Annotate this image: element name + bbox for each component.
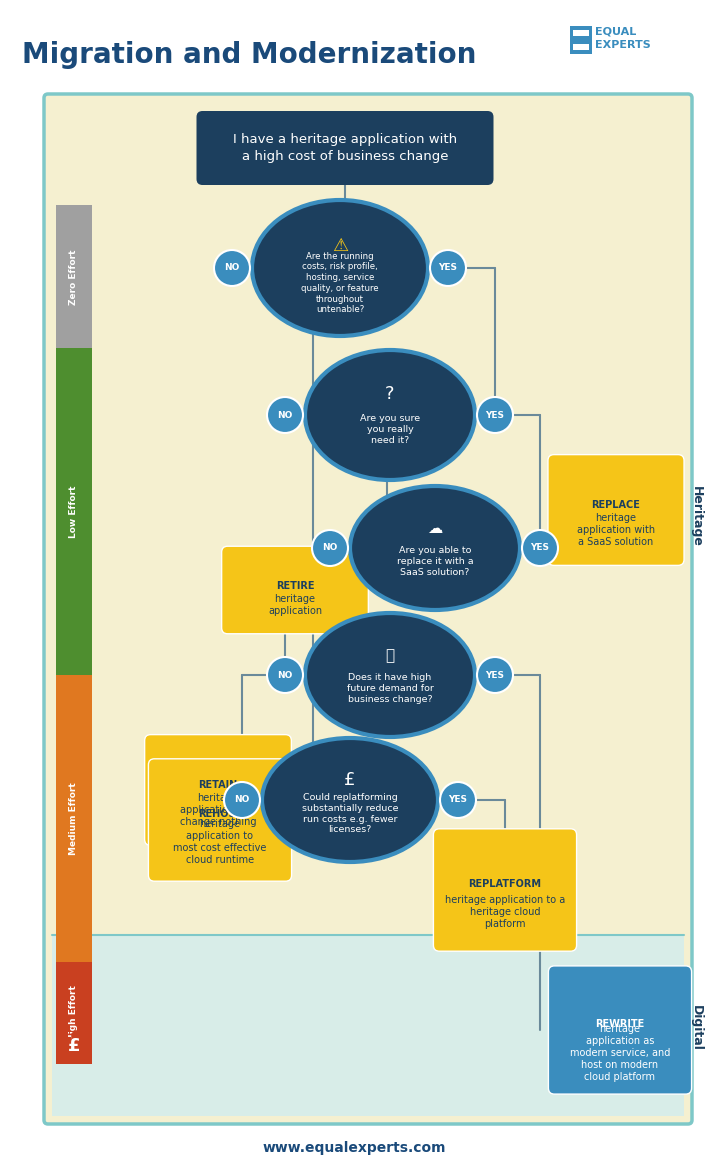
Text: heritage
application with
a SaaS solution: heritage application with a SaaS solutio… [577, 512, 655, 547]
Text: heritage
application to
most cost effective
cloud runtime: heritage application to most cost effect… [173, 819, 267, 865]
FancyBboxPatch shape [196, 112, 493, 185]
Text: REPLACE: REPLACE [591, 500, 640, 510]
FancyBboxPatch shape [433, 829, 576, 952]
Bar [56, 349, 92, 675]
Text: £: £ [68, 1037, 80, 1055]
Text: NO: NO [224, 264, 240, 273]
Text: Migration and Modernization: Migration and Modernization [22, 41, 476, 69]
Text: REHOST: REHOST [198, 810, 242, 819]
FancyBboxPatch shape [145, 734, 291, 846]
Ellipse shape [262, 738, 438, 862]
Text: ⚠: ⚠ [332, 237, 348, 256]
FancyBboxPatch shape [548, 454, 684, 566]
Circle shape [477, 657, 513, 693]
Text: NO: NO [234, 796, 250, 804]
Text: I have a heritage application with
a high cost of business change: I have a heritage application with a hig… [233, 132, 457, 163]
Text: RETIRE: RETIRE [276, 581, 314, 591]
Text: Are the running
costs, risk profile,
hosting, service
quality, or feature
throug: Are the running costs, risk profile, hos… [301, 252, 379, 315]
Text: Medium Effort: Medium Effort [69, 782, 79, 855]
Circle shape [312, 530, 348, 566]
FancyBboxPatch shape [148, 759, 291, 881]
Bar [573, 36, 589, 44]
Text: NO: NO [277, 670, 293, 680]
Text: NO: NO [277, 410, 293, 419]
Text: £: £ [345, 772, 356, 789]
Circle shape [430, 250, 466, 286]
Bar [56, 675, 92, 962]
Bar [52, 935, 684, 1116]
Text: YES: YES [438, 264, 457, 273]
Circle shape [477, 397, 513, 433]
FancyBboxPatch shape [222, 546, 369, 633]
Text: Low Effort: Low Effort [69, 486, 79, 538]
Bar [56, 962, 92, 1063]
Text: REPLATFORM: REPLATFORM [469, 880, 542, 889]
Circle shape [440, 782, 476, 818]
Text: Are you able to
replace it with a
SaaS solution?: Are you able to replace it with a SaaS s… [397, 546, 474, 576]
FancyBboxPatch shape [549, 966, 691, 1095]
Text: heritage
application and
change nothing: heritage application and change nothing [180, 792, 256, 826]
Bar [573, 30, 589, 50]
Text: YES: YES [449, 796, 467, 804]
Bar [570, 26, 592, 53]
Text: heritage
application: heritage application [268, 594, 322, 616]
Text: RETAIN: RETAIN [199, 780, 238, 790]
Text: Heritage: Heritage [689, 486, 703, 547]
Text: ?: ? [385, 385, 395, 403]
Ellipse shape [305, 350, 475, 480]
Bar [56, 206, 92, 349]
FancyBboxPatch shape [44, 94, 692, 1124]
Text: YES: YES [486, 410, 505, 419]
Circle shape [214, 250, 250, 286]
Ellipse shape [252, 200, 428, 336]
Text: Digital: Digital [689, 1005, 703, 1050]
Text: heritage application to a
heritage cloud
platform: heritage application to a heritage cloud… [445, 895, 565, 930]
Circle shape [267, 657, 303, 693]
Ellipse shape [305, 614, 475, 737]
Circle shape [224, 782, 260, 818]
Text: 📈: 📈 [386, 647, 395, 662]
Text: Could replatforming
substantially reduce
run costs e.g. fewer
licenses?: Could replatforming substantially reduce… [302, 792, 398, 834]
Text: Zero Effort: Zero Effort [69, 249, 79, 304]
Text: YES: YES [486, 670, 505, 680]
Text: Does it have high
future demand for
business change?: Does it have high future demand for busi… [347, 674, 433, 704]
Text: www.equalexperts.com: www.equalexperts.com [263, 1141, 446, 1155]
Text: High Effort: High Effort [69, 984, 79, 1041]
Circle shape [267, 397, 303, 433]
Bar [0, 0, 709, 88]
Text: REWRITE: REWRITE [596, 1019, 644, 1030]
Text: ☁: ☁ [428, 521, 442, 536]
Circle shape [522, 530, 558, 566]
Text: EQUAL
EXPERTS: EQUAL EXPERTS [595, 27, 651, 50]
Ellipse shape [350, 486, 520, 610]
Text: heritage
application as
modern service, and
host on modern
cloud platform: heritage application as modern service, … [570, 1024, 670, 1082]
Text: Are you sure
you really
need it?: Are you sure you really need it? [360, 414, 420, 445]
Text: NO: NO [323, 544, 337, 552]
Text: YES: YES [530, 544, 549, 552]
